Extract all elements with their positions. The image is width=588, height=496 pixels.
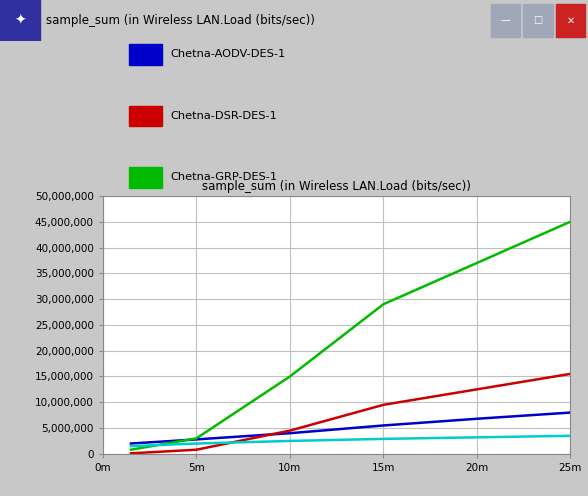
Bar: [491, 4, 520, 37]
Bar: [129, 106, 162, 126]
Bar: [129, 44, 162, 64]
Bar: [129, 167, 162, 187]
Text: Chetna-DSR-DES-1: Chetna-DSR-DES-1: [171, 111, 278, 121]
Bar: [556, 4, 585, 37]
Bar: [129, 229, 162, 249]
Text: Chetna-AODV-DES-1: Chetna-AODV-DES-1: [171, 49, 286, 60]
Bar: [523, 4, 553, 37]
Text: Chetna-OLSR-DES-1: Chetna-OLSR-DES-1: [171, 234, 284, 244]
Text: —: —: [501, 15, 510, 25]
Bar: [0, 0, 40, 41]
Title: sample_sum (in Wireless LAN.Load (bits/sec)): sample_sum (in Wireless LAN.Load (bits/s…: [202, 181, 471, 193]
Text: □: □: [533, 15, 543, 25]
Text: ✦: ✦: [14, 13, 26, 27]
Text: ✕: ✕: [566, 15, 574, 25]
Text: Chetna-GRP-DES-1: Chetna-GRP-DES-1: [171, 172, 278, 182]
Text: sample_sum (in Wireless LAN.Load (bits/sec)): sample_sum (in Wireless LAN.Load (bits/s…: [46, 14, 315, 27]
